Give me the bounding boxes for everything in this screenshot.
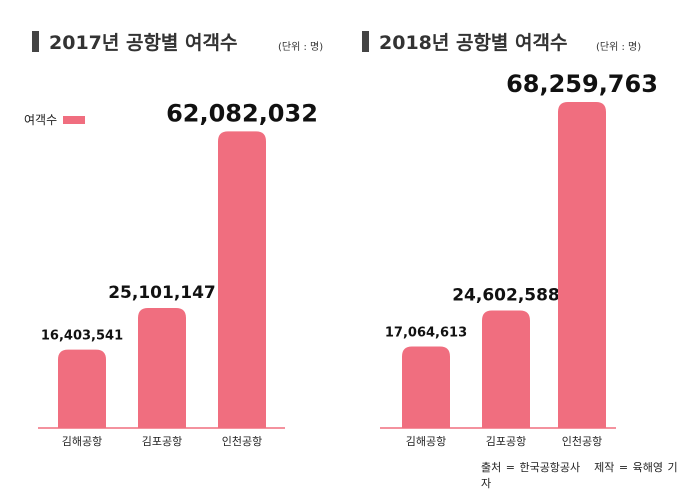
value-label: 24,602,588 — [452, 286, 560, 306]
category-label: 인천공항 — [562, 434, 602, 448]
chart1-title-text: 2017년 공항별 여객수 — [49, 32, 238, 54]
title-marker — [32, 31, 39, 52]
legend: 여객수 — [24, 111, 86, 128]
category-label: 김포공항 — [142, 435, 182, 448]
value-label: 25,101,147 — [108, 283, 216, 303]
bar-1 — [138, 308, 186, 428]
chart2-unit: (단위 : 명) — [596, 42, 642, 53]
bar-1 — [482, 310, 530, 428]
bar-0 — [58, 349, 106, 428]
title-marker — [362, 31, 369, 52]
category-label: 인천공항 — [222, 434, 262, 448]
bar-2 — [558, 102, 606, 428]
value-label: 68,259,763 — [506, 70, 658, 98]
chart1-unit: (단위 : 명) — [278, 42, 324, 53]
category-label: 김해공항 — [406, 434, 446, 448]
source-credit: 출처 = 한국공항공사 제작 = 육해영 기자 — [481, 459, 679, 491]
bar-2 — [218, 131, 266, 428]
category-label: 김포공항 — [486, 435, 526, 448]
bar-0 — [402, 346, 450, 428]
source-text: 출처 = 한국공항공사 — [481, 461, 581, 474]
category-label: 김해공항 — [62, 434, 102, 448]
chart2-title: 2018년 공항별 여객수 — [362, 28, 567, 55]
legend-label: 여객수 — [24, 113, 58, 127]
credit-text: 제작 = 육해영 기자 — [481, 461, 678, 490]
value-label: 16,403,541 — [41, 329, 123, 344]
value-label: 62,082,032 — [166, 99, 318, 127]
value-label: 17,064,613 — [385, 326, 467, 341]
chart2-title-text: 2018년 공항별 여객수 — [379, 32, 568, 54]
chart1-title: 2017년 공항별 여객수 — [32, 28, 237, 55]
legend-swatch — [63, 115, 86, 124]
